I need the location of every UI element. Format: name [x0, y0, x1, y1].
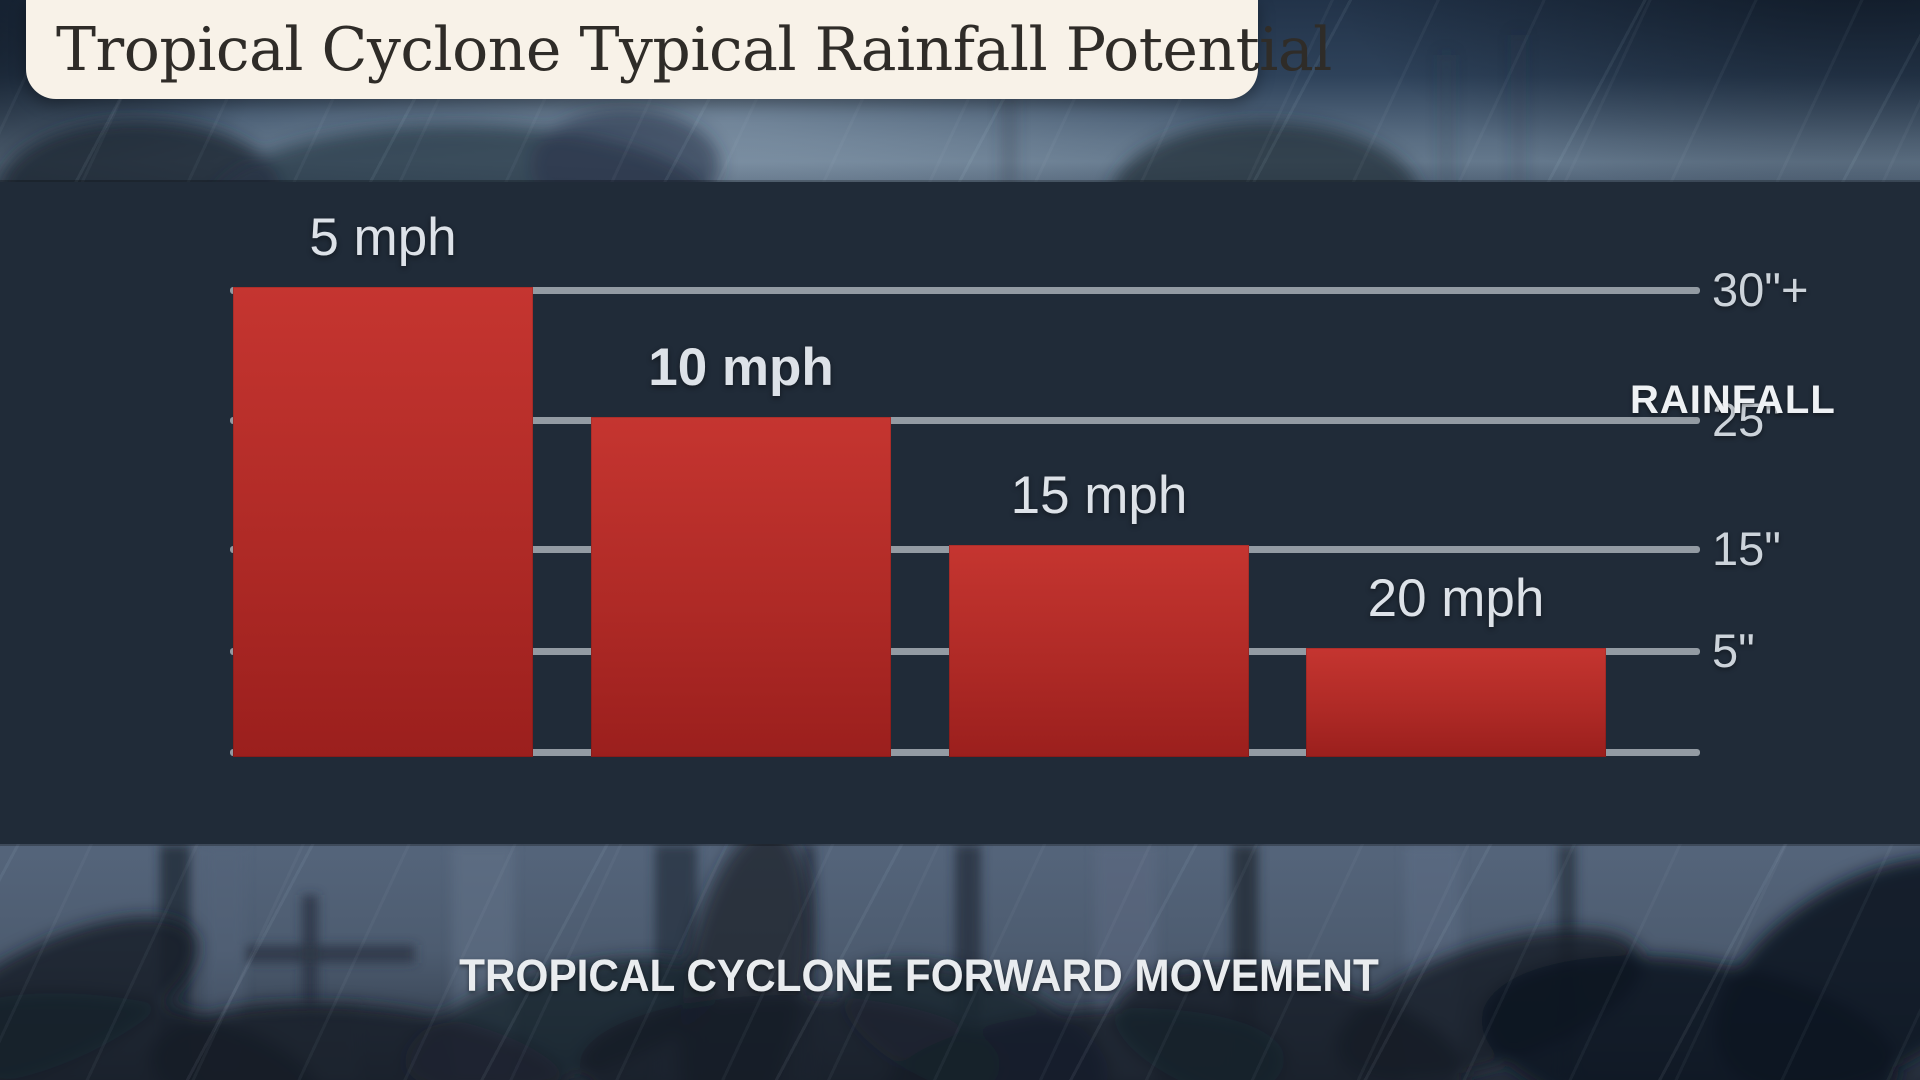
y-tick-label: 15": [1712, 522, 1781, 575]
bar-15-mph: [949, 545, 1249, 757]
palm-fronds-icon: [0, 827, 1920, 1080]
chart-panel: 30"+ 25" 15" 5" 5 mph 10 mph 15 mph 20 mph RAIN…: [0, 182, 1920, 1001]
page-title: Tropical Cyclone Typical Rainfall Potent…: [56, 14, 1332, 85]
gridline: [230, 287, 1700, 294]
bar-label: 10 mph: [648, 338, 834, 397]
bar-label: 20 mph: [1367, 569, 1545, 628]
y-tick-label: 30"+: [1712, 263, 1809, 316]
title-card: Tropical Cyclone Typical Rainfall Potent…: [26, 0, 1332, 99]
bar-10-mph: [591, 417, 891, 757]
y-tick-label: 25": [1712, 393, 1781, 446]
bar-label: 5 mph: [309, 208, 457, 267]
y-axis-title: RAINFALL: [1630, 378, 1836, 422]
power-pole-crossarm-icon: [245, 945, 415, 963]
bar-label: 15 mph: [1010, 466, 1188, 525]
x-axis-title: TROPICAL CYCLONE FORWARD MOVEMENT: [459, 950, 1379, 1001]
bar-5-mph: [233, 287, 533, 757]
gridline: [230, 417, 1700, 424]
bar-20-mph: [1306, 648, 1606, 757]
y-tick-label: 5": [1712, 624, 1755, 677]
